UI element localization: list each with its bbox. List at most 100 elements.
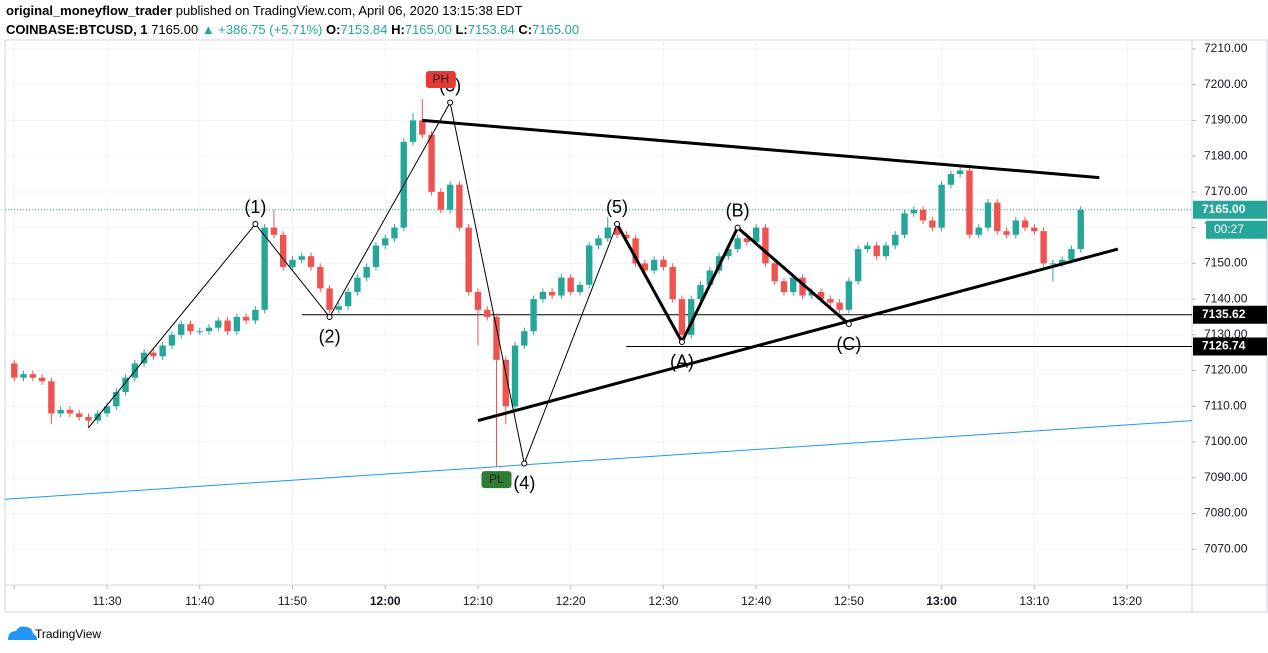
candle-body — [446, 184, 454, 210]
candle-body — [688, 299, 695, 335]
brand-logo — [8, 626, 37, 640]
candle-body — [85, 417, 92, 421]
wave-point — [845, 321, 852, 328]
y-tick-label: 7100.00 — [1204, 434, 1248, 448]
h-value: 7165.00 — [405, 22, 452, 37]
candle-body — [799, 277, 806, 296]
last-price-label-box — [1193, 200, 1267, 219]
candle-body — [586, 245, 593, 285]
author: original_moneyflow_trader — [6, 3, 172, 18]
candle-body — [289, 259, 296, 267]
grid-layer — [5, 40, 1192, 585]
candle-body — [817, 291, 825, 300]
candle-body — [576, 284, 584, 292]
candle-body — [530, 299, 537, 332]
candle-body — [372, 245, 380, 267]
candle-body — [224, 320, 231, 332]
candle-body — [1012, 220, 1020, 235]
c-value: 7165.00 — [532, 22, 579, 37]
level-label-box — [1193, 305, 1267, 324]
candle-body — [57, 409, 64, 414]
wave-point — [614, 221, 621, 228]
candle-body — [484, 309, 491, 317]
x-tick-label: 12:10 — [463, 594, 493, 608]
candle-body — [122, 377, 129, 393]
candle-body — [456, 184, 463, 228]
level-label: 7126.74 — [1202, 339, 1246, 353]
candle-body — [623, 234, 630, 239]
candle-body — [641, 263, 649, 271]
pivot-label: PH — [433, 72, 450, 86]
candle-body — [929, 220, 936, 228]
wave-point — [678, 338, 685, 345]
y-tick-label: 7110.00 — [1204, 398, 1247, 412]
candle-body — [984, 202, 992, 228]
x-tick-label: 12:50 — [834, 594, 864, 608]
symbol-line: COINBASE:BTCUSD, 1 7165.00 ▲ +386.75 (+5… — [6, 22, 579, 37]
candle-body — [595, 238, 602, 246]
candle-body — [205, 327, 213, 332]
drawing-line — [5, 420, 1192, 500]
candle-body — [38, 377, 46, 382]
candle-body — [956, 170, 964, 175]
change: ▲ +386.75 (+5.71%) — [202, 22, 323, 37]
candle-body — [465, 227, 472, 292]
candle-body — [660, 259, 667, 267]
candle-body — [66, 409, 74, 414]
candle-body — [317, 266, 324, 289]
wave-label: (A) — [670, 352, 694, 372]
candle-body — [113, 392, 120, 407]
brand: TradingView — [8, 626, 101, 641]
candle-body — [437, 191, 445, 210]
last: 7165.00 — [151, 22, 198, 37]
candle-body — [697, 284, 704, 300]
brand-text: TradingView — [35, 627, 101, 641]
candle-body — [48, 381, 55, 414]
y-tick-label: 7140.00 — [1204, 291, 1248, 305]
y-tick-label: 7190.00 — [1204, 113, 1248, 127]
candle-body — [910, 209, 917, 214]
c-label: C: — [518, 22, 532, 37]
candle-body — [725, 249, 732, 257]
candle-body — [604, 227, 611, 239]
candle-body — [363, 266, 370, 278]
y-tick-label: 7150.00 — [1204, 256, 1248, 270]
candle-body — [140, 352, 148, 364]
candle-body — [613, 227, 621, 235]
y-tick-label: 7090.00 — [1204, 470, 1248, 484]
candle-body — [502, 359, 509, 407]
candle-body — [752, 227, 760, 242]
level-label-box — [1193, 337, 1267, 356]
x-tick-label: 13:00 — [926, 594, 957, 608]
y-tick-label: 7080.00 — [1204, 506, 1248, 520]
wave-point — [521, 460, 528, 467]
x-tick-label: 11:30 — [92, 594, 121, 608]
y-tick-label: 7210.00 — [1204, 41, 1248, 55]
x-tick-label: 13:20 — [1112, 594, 1142, 608]
o-label: O: — [326, 22, 340, 37]
candle-body — [947, 174, 955, 185]
x-tick-label: 11:40 — [185, 594, 214, 608]
candle-body — [409, 120, 417, 142]
x-tick-label: 12:40 — [741, 594, 771, 608]
candle-body — [901, 213, 908, 235]
candle-body — [1058, 259, 1066, 264]
candle-body — [669, 266, 676, 300]
candle-body — [548, 291, 556, 296]
candle-body — [790, 277, 797, 292]
candle-body — [511, 345, 519, 407]
candle-body — [391, 227, 398, 239]
x-tick-label: 11:20 — [0, 594, 29, 608]
drawing-line — [422, 118, 1100, 180]
candle-body — [261, 227, 268, 310]
candle-body — [168, 334, 176, 346]
candle-body — [938, 184, 945, 228]
candle-body — [966, 170, 973, 235]
candle-body — [215, 320, 222, 328]
y-tick-label: 7200.00 — [1204, 77, 1248, 91]
header-line: original_moneyflow_trader published on T… — [6, 3, 522, 18]
candle-body — [354, 277, 361, 292]
candle-body — [307, 256, 315, 267]
drawing-line — [477, 247, 1119, 423]
candle-body — [521, 331, 528, 346]
